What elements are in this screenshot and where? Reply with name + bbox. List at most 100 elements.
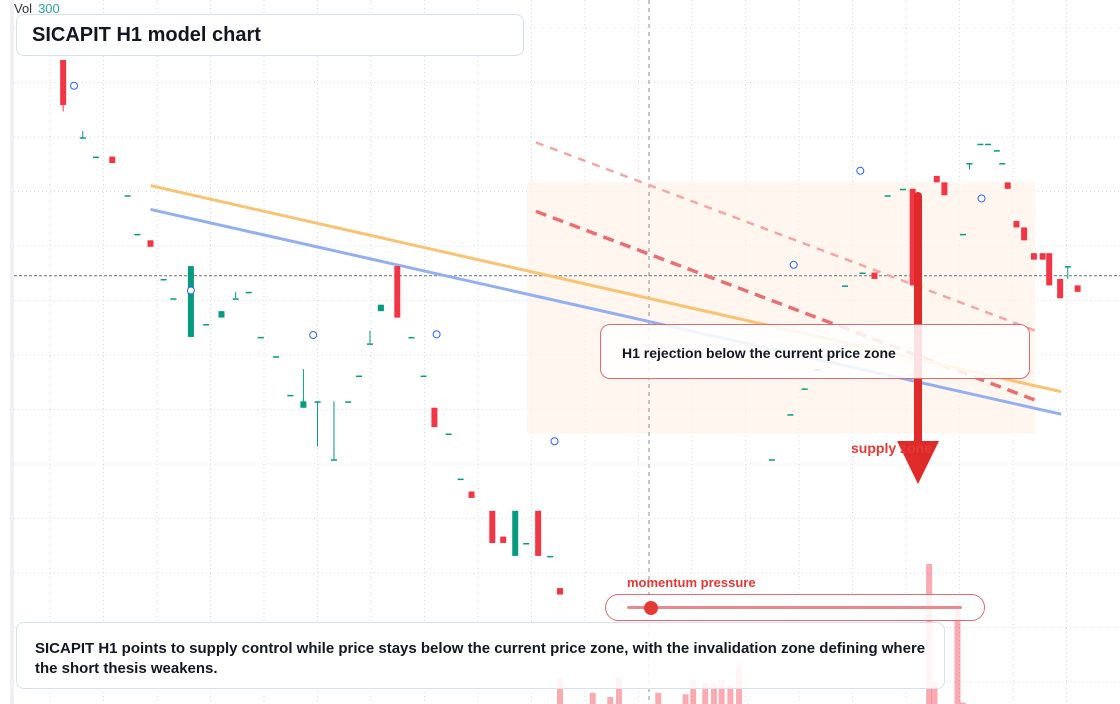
- candle: [999, 163, 1006, 165]
- candle-body: [147, 240, 154, 247]
- candle: [366, 330, 373, 345]
- candle: [1004, 182, 1011, 189]
- candle: [109, 156, 116, 164]
- candle: [257, 336, 264, 339]
- candle: [1057, 278, 1064, 299]
- volume-bar: [589, 692, 596, 704]
- volume-bar: [718, 680, 725, 704]
- volume-bar: [682, 694, 689, 704]
- candle: [160, 278, 167, 281]
- arrow-head: [897, 441, 939, 484]
- candle-body: [1046, 253, 1053, 286]
- candle: [330, 401, 337, 461]
- signal-marker: [977, 194, 986, 203]
- signal-marker: [432, 330, 441, 339]
- momentum-gauge: [605, 594, 985, 621]
- candle-body: [203, 324, 210, 326]
- candle-body: [993, 150, 1000, 152]
- volume-bar: [954, 601, 961, 704]
- candle: [203, 324, 210, 326]
- candle-body: [134, 233, 141, 236]
- candle: [60, 60, 67, 112]
- candle-body: [394, 266, 401, 318]
- candle: [79, 130, 86, 139]
- candle: [959, 233, 966, 236]
- candle-body: [1057, 278, 1064, 299]
- moving-average-slow: [150, 207, 1062, 416]
- candle-body: [859, 272, 866, 275]
- candle-body: [60, 60, 67, 106]
- volume-label: Vol: [14, 1, 33, 16]
- momentum-knob: [643, 601, 658, 615]
- candle: [966, 163, 973, 170]
- candle: [859, 272, 866, 275]
- volume-bar: [655, 692, 662, 704]
- candle: [489, 510, 496, 543]
- bearish-arrow: [897, 192, 939, 484]
- candle-body: [377, 304, 384, 312]
- candle: [985, 143, 992, 146]
- candle-body: [300, 401, 307, 408]
- volume-bar: [702, 683, 709, 704]
- candle-body: [871, 272, 878, 279]
- volume-readout: Vol 300: [14, 1, 60, 16]
- candle-body: [330, 459, 337, 461]
- candle: [408, 336, 415, 339]
- candle: [1046, 253, 1053, 286]
- candle-body: [977, 143, 984, 146]
- candle-body: [557, 588, 563, 595]
- candle: [356, 375, 363, 378]
- candle: [500, 536, 507, 543]
- candle-body: [933, 175, 940, 183]
- candle: [92, 156, 99, 159]
- candle-body: [92, 156, 99, 159]
- candle-body: [1074, 285, 1081, 292]
- candle-body: [457, 478, 464, 481]
- candle-body: [356, 375, 363, 378]
- candle-body: [787, 414, 794, 416]
- candle: [1021, 227, 1028, 241]
- signal-marker: [856, 166, 865, 175]
- candle: [170, 298, 177, 300]
- candle: [801, 388, 808, 390]
- volume-bar: [557, 678, 563, 704]
- candle-body: [124, 195, 131, 197]
- candle: [218, 311, 225, 318]
- candles: [60, 60, 1081, 595]
- candle: [420, 375, 427, 378]
- volume-bar: [727, 684, 734, 704]
- candle-body: [468, 491, 475, 498]
- signal-markers: [70, 81, 986, 446]
- candle-body: [445, 433, 452, 436]
- candle-body: [170, 298, 177, 300]
- candle: [547, 555, 554, 558]
- volume-value: 300: [38, 1, 60, 16]
- candle: [1013, 221, 1020, 228]
- candle: [232, 291, 239, 300]
- candle: [871, 272, 878, 279]
- candle-body: [500, 536, 507, 543]
- momentum-label: momentum pressure: [627, 575, 756, 590]
- chart-title: SICAPIT H1 model chart: [16, 14, 524, 56]
- candle-body: [109, 156, 116, 164]
- candle-body: [1004, 182, 1011, 189]
- candle-body: [941, 182, 948, 196]
- candle: [977, 143, 984, 146]
- candle: [187, 266, 194, 337]
- candle-body: [366, 343, 373, 345]
- candle: [134, 233, 141, 236]
- candle-body: [801, 388, 808, 390]
- candle: [287, 394, 294, 397]
- candle: [993, 150, 1000, 152]
- candle-body: [314, 401, 321, 403]
- rejection-callout: H1 rejection below the current price zon…: [600, 324, 1030, 379]
- candle-body: [257, 336, 264, 339]
- candle-body: [842, 285, 849, 287]
- volume-bar: [615, 677, 622, 704]
- candle: [300, 369, 307, 408]
- candle: [768, 459, 775, 461]
- momentum-track: [627, 606, 962, 609]
- candle-body: [79, 137, 86, 139]
- candle-body: [884, 195, 891, 197]
- candle: [523, 543, 530, 545]
